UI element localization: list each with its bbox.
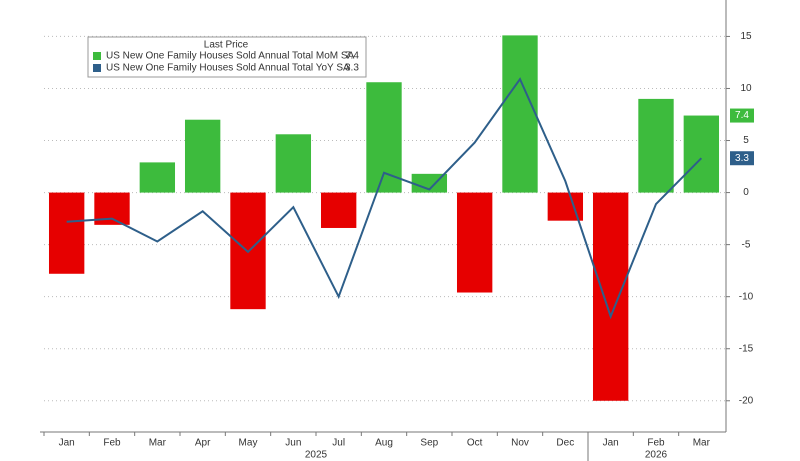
last-value-label: 3.3 [735, 153, 749, 164]
bar [275, 134, 312, 193]
x-tick-label: Jan [603, 438, 619, 449]
bar [366, 82, 402, 193]
x-tick-label: May [239, 438, 258, 449]
last-value-label: 7.4 [735, 110, 749, 121]
x-tick-label: Aug [375, 438, 393, 449]
plot-area [44, 35, 726, 402]
bar [48, 192, 85, 274]
x-tick-label: Jun [285, 438, 301, 449]
x-tick-label: Oct [467, 438, 483, 449]
x-tick-label: Feb [103, 438, 121, 449]
year-label: 2026 [645, 450, 668, 461]
y-tick-label: 10 [740, 83, 752, 94]
x-tick-label: Feb [647, 438, 665, 449]
bar [456, 192, 493, 293]
x-tick-label: Jan [59, 438, 75, 449]
bar [592, 192, 629, 401]
legend-label: US New One Family Houses Sold Annual Tot… [106, 63, 350, 74]
bar [184, 119, 221, 193]
x-tick-label: Nov [511, 438, 529, 449]
y-tick-label: -15 [739, 343, 754, 354]
bar [683, 115, 720, 193]
x-tick-label: Mar [693, 438, 711, 449]
y-tick-label: 0 [743, 187, 749, 198]
bar [139, 162, 176, 193]
y-tick-label: 15 [740, 31, 752, 42]
x-tick-label: Mar [149, 438, 167, 449]
bar [411, 173, 448, 193]
last-value-tag [730, 108, 754, 123]
legend-title: Last Price [204, 40, 249, 51]
year-label: 2025 [305, 450, 328, 461]
x-tick-label: Jul [332, 438, 345, 449]
legend-swatch [93, 52, 101, 60]
y-tick-label: -20 [739, 395, 754, 406]
y-tick-label: -5 [742, 239, 751, 250]
legend-label: US New One Family Houses Sold Annual Tot… [106, 51, 355, 62]
bar [320, 192, 357, 228]
y-tick-label: 5 [743, 135, 749, 146]
line [66, 77, 703, 320]
legend-value: 7.4 [345, 51, 359, 62]
bar [638, 98, 674, 193]
legend-value: 3.3 [345, 63, 359, 74]
y-tick-label: -10 [739, 291, 754, 302]
x-tick-label: Apr [195, 438, 211, 449]
last-value-tag [730, 151, 754, 166]
legend-box [87, 36, 367, 78]
x-tick-label: Sep [420, 438, 438, 449]
bar [502, 35, 538, 193]
legend-swatch [93, 64, 101, 72]
legend: Last Price US New One Family Houses Sold… [87, 36, 367, 78]
x-tick-label: Dec [556, 438, 574, 449]
